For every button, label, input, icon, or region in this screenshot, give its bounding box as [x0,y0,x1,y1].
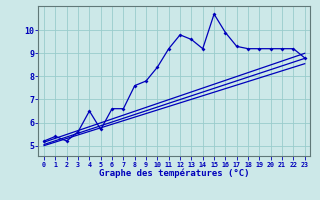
X-axis label: Graphe des températures (°C): Graphe des températures (°C) [99,169,250,178]
